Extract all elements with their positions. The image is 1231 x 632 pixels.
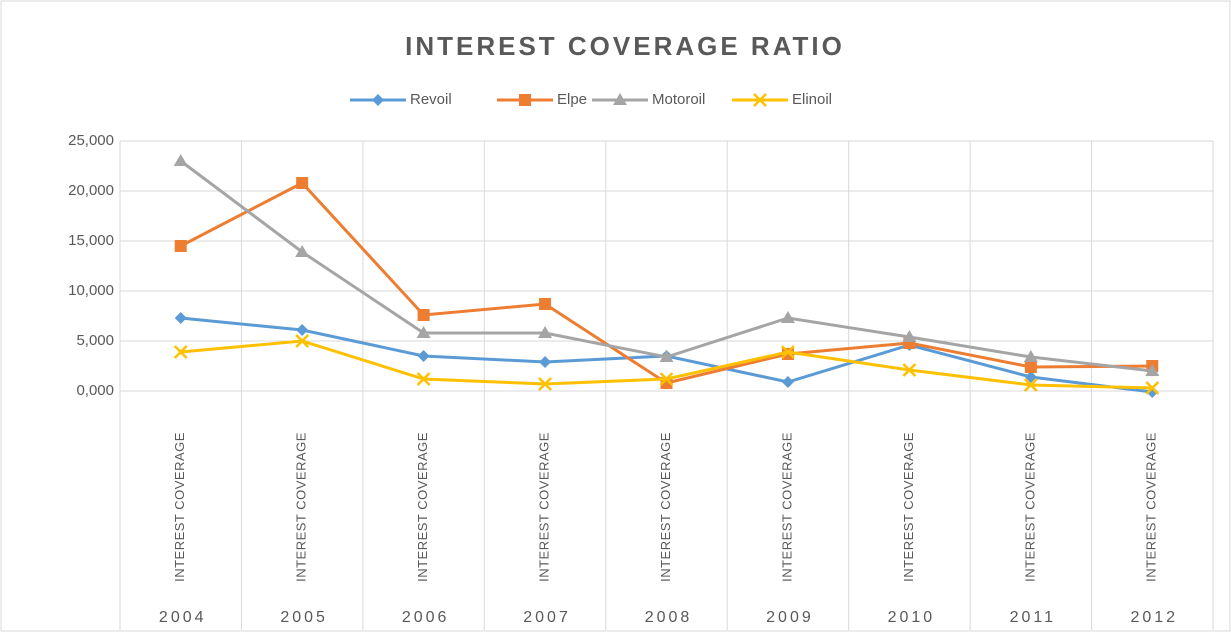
point: [519, 94, 531, 106]
point: [902, 330, 917, 342]
x-tick-label: 2010: [888, 609, 936, 626]
point: [417, 350, 430, 362]
point: [538, 377, 552, 391]
point: [174, 312, 187, 324]
y-tick-label: 0,000: [76, 382, 114, 399]
legend-label: Elpe: [557, 91, 587, 108]
x-sub-label: INTEREST COVERAGE: [658, 432, 673, 582]
point: [1145, 364, 1160, 376]
y-tick-label: 25,000: [68, 132, 114, 149]
point: [296, 177, 309, 189]
point: [173, 345, 188, 359]
point: [539, 356, 552, 368]
y-tick-label: 15,000: [68, 232, 114, 249]
x-tick-label: 2006: [402, 609, 450, 626]
point: [1024, 361, 1037, 373]
point: [1023, 378, 1038, 392]
x-sub-label: INTEREST COVERAGE: [294, 432, 309, 582]
x-sub-label: INTEREST COVERAGE: [779, 432, 794, 582]
point: [417, 309, 430, 321]
legend-label: Elinoil: [792, 91, 832, 108]
x-sub-label: INTEREST COVERAGE: [172, 432, 187, 582]
point: [781, 376, 794, 388]
point: [1145, 381, 1160, 395]
point: [296, 324, 309, 336]
legend-label: Motoroil: [652, 91, 705, 108]
point: [902, 363, 917, 377]
point: [659, 350, 674, 362]
point: [1023, 350, 1038, 362]
point: [372, 94, 384, 106]
point: [781, 345, 795, 359]
chart-title: INTEREST COVERAGE RATIO: [405, 31, 845, 61]
x-sub-label: INTEREST COVERAGE: [415, 432, 430, 582]
x-tick-label: 2007: [523, 609, 571, 626]
x-sub-label: INTEREST COVERAGE: [901, 432, 916, 582]
point: [780, 311, 795, 323]
point: [753, 93, 767, 107]
point: [539, 298, 552, 310]
x-tick-label: 2012: [1130, 609, 1178, 626]
y-tick-label: 5,000: [76, 332, 114, 349]
y-tick-label: 20,000: [68, 182, 114, 199]
point: [416, 372, 431, 386]
x-tick-label: 2005: [280, 609, 328, 626]
x-sub-label: INTEREST COVERAGE: [536, 432, 551, 582]
x-tick-label: 2008: [645, 609, 693, 626]
point: [173, 154, 188, 166]
point: [295, 334, 310, 348]
x-sub-label: INTEREST COVERAGE: [1022, 432, 1037, 582]
point: [538, 326, 553, 338]
point: [1024, 371, 1037, 383]
point: [416, 326, 431, 338]
x-tick-label: 2011: [1010, 609, 1056, 626]
point: [613, 93, 627, 105]
x-tick-label: 2009: [766, 609, 814, 626]
x-tick-label: 2004: [159, 609, 207, 626]
point: [174, 240, 187, 252]
x-sub-label: INTEREST COVERAGE: [1144, 432, 1159, 582]
point: [295, 245, 310, 257]
point: [659, 372, 674, 386]
legend-label: Revoil: [410, 91, 452, 108]
y-tick-label: 10,000: [68, 282, 114, 299]
